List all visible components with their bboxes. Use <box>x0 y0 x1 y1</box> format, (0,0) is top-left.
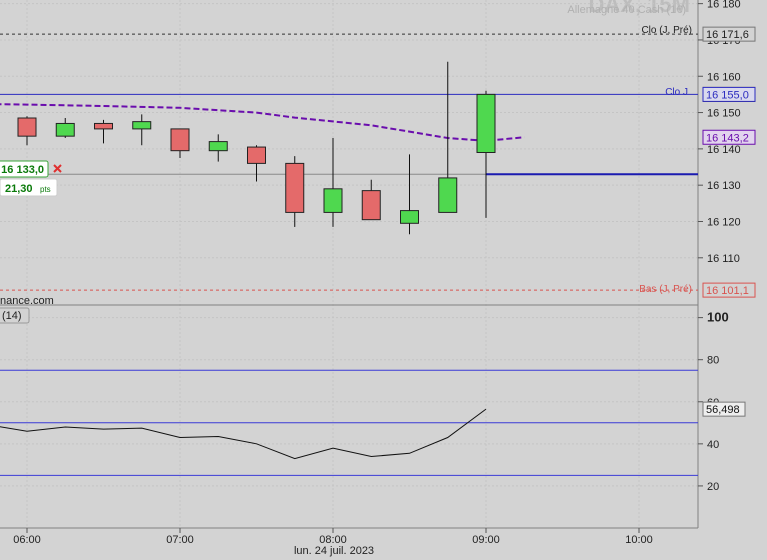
rsi-tick-label: 100 <box>707 310 729 325</box>
candle-body-bearish <box>17 117 37 137</box>
y-tick-label: 16 160 <box>707 71 741 83</box>
low-prev-tag-box <box>702 282 756 298</box>
y-tick-label: 16 140 <box>707 144 741 156</box>
close-prev-tag-box <box>702 26 756 42</box>
candle-body-bearish <box>247 146 266 164</box>
close-icon[interactable] <box>53 164 62 173</box>
candle-body-bullish <box>476 93 496 153</box>
cursor-delta-unit: pts <box>40 185 51 194</box>
low-prev-label: Bas (J, Pré) <box>639 284 692 295</box>
candle-body-bearish <box>94 122 113 130</box>
ma-tag: 16 143,2 <box>706 132 749 144</box>
rsi-indicator <box>0 369 698 476</box>
candle-body-bullish <box>400 210 419 224</box>
ma-tag-box <box>702 129 756 145</box>
close-j-tag-box <box>702 86 756 102</box>
watermark-text: nance.com <box>0 295 54 307</box>
chart-subtitle: Allemagne 40 Cash (1€) <box>567 4 686 16</box>
y-tick-label: 16 120 <box>707 216 741 228</box>
indicator-label-box[interactable] <box>0 307 30 324</box>
cursor-price-value: 16 133,0 <box>1 164 44 176</box>
close-prev-label: Clo (J, Pré) <box>641 25 692 36</box>
x-tick-label: 09:00 <box>472 534 500 546</box>
candle-body-bullish <box>438 177 458 213</box>
indicator-label[interactable]: (14) <box>2 310 22 322</box>
cursor-delta-value: 21,30 <box>5 183 33 195</box>
rsi-tick-label: 20 <box>707 481 719 493</box>
y-tick-label: 16 110 <box>707 253 740 265</box>
y-tick-label: 16 130 <box>707 180 741 192</box>
cursor-delta-tag <box>0 178 58 197</box>
candle-body-bullish <box>132 121 152 130</box>
cursor-price-tag <box>0 160 49 178</box>
candle-body-bearish <box>285 162 305 213</box>
candle-body-bullish <box>208 141 228 152</box>
price-grid <box>0 0 698 528</box>
rsi-tick-label: 40 <box>707 439 719 451</box>
x-tick-label: 06:00 <box>13 534 41 546</box>
x-axis: 06:00 07:00 08:00 09:00 10:00 <box>13 528 653 546</box>
price-tags: 16 171,616 155,016 155,016 143,216 101,1… <box>702 26 756 417</box>
candle-body-bullish <box>55 122 75 137</box>
x-tick-label: 08:00 <box>319 534 347 546</box>
close-j-tag: 16 155,0 <box>706 89 749 101</box>
y-tick-label: 16 150 <box>707 108 741 120</box>
moving-average <box>0 103 525 142</box>
candle-body-bullish <box>323 188 343 213</box>
candles <box>17 61 496 235</box>
rsi-line <box>0 408 487 460</box>
x-tick-label: 07:00 <box>166 534 194 546</box>
candle-body-bearish <box>170 128 190 152</box>
moving-average-line <box>0 103 525 142</box>
low-prev-tag: 16 101,1 <box>706 285 749 297</box>
close-prev-tag: 16 171,6 <box>706 29 749 41</box>
rsi-value-tag: 56,498 <box>706 404 740 416</box>
rsi-grid <box>0 317 698 487</box>
rsi-tick-label: 80 <box>707 355 719 367</box>
x-tick-label: 10:00 <box>625 534 653 546</box>
rsi-value-box <box>702 401 746 417</box>
reference-lines <box>0 33 698 291</box>
candle-body-bearish <box>361 190 381 221</box>
y-tick-label: 16 180 <box>707 0 741 11</box>
close-j-label: Clo J <box>665 87 688 98</box>
date-label: lun. 24 juil. 2023 <box>294 545 374 557</box>
